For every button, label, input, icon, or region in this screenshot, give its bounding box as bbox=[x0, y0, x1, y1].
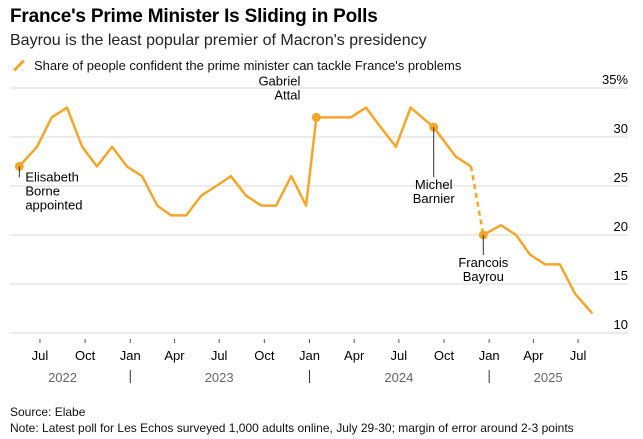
annotation-label: Borne bbox=[25, 183, 60, 198]
annotation-label: Francois bbox=[458, 255, 508, 270]
x-year-label: 2023 bbox=[205, 370, 234, 385]
chart-title: France's Prime Minister Is Sliding in Po… bbox=[10, 6, 378, 27]
source-note: Source: Elabe bbox=[10, 405, 86, 419]
x-year-label: 2025 bbox=[534, 370, 563, 385]
series-line bbox=[18, 106, 472, 217]
x-tick-label: Jan bbox=[299, 348, 320, 363]
legend: Share of people confident the prime mini… bbox=[10, 58, 461, 73]
annotation-label: appointed bbox=[25, 197, 82, 212]
x-tick-label: Oct bbox=[254, 348, 275, 363]
y-tick-label: 35% bbox=[602, 72, 628, 87]
x-tick-label: Apr bbox=[164, 348, 185, 363]
x-tick-label: Jul bbox=[211, 348, 228, 363]
x-tick-label: Apr bbox=[523, 348, 544, 363]
y-tick-label: 20 bbox=[614, 219, 628, 234]
x-year-label: 2024 bbox=[384, 370, 413, 385]
x-tick-label: Apr bbox=[344, 348, 365, 363]
series-line bbox=[482, 223, 594, 315]
y-tick-label: 25 bbox=[614, 170, 628, 185]
footer: Source: Elabe Note: Latest poll for Les … bbox=[10, 404, 574, 436]
annotation-label: Michel bbox=[415, 177, 453, 192]
y-tick-label: 15 bbox=[614, 268, 628, 283]
annotation-label: Gabriel bbox=[258, 73, 300, 88]
x-tick-label: Jul bbox=[32, 348, 49, 363]
x-year-label: 2022 bbox=[48, 370, 77, 385]
annotation-label: Attal bbox=[274, 87, 300, 102]
x-tick-label: Jan bbox=[120, 348, 141, 363]
legend-label: Share of people confident the prime mini… bbox=[34, 58, 462, 73]
annotation-label: Barnier bbox=[413, 191, 456, 206]
y-tick-label: 30 bbox=[614, 121, 628, 136]
chart-subtitle: Bayrou is the least popular premier of M… bbox=[10, 32, 427, 49]
annotation-label: Elisabeth bbox=[25, 169, 78, 184]
x-tick-label: Oct bbox=[75, 348, 96, 363]
x-tick-label: Jul bbox=[570, 348, 587, 363]
y-tick-label: 10 bbox=[614, 317, 628, 332]
annotation-label: Bayrou bbox=[463, 269, 504, 284]
line-chart: 35% 30 25 20 15 10 Jul Oct Jan Apr Jul Oct Jan Apr Jul… bbox=[10, 72, 628, 385]
methodology-note: Note: Latest poll for Les Echos surveyed… bbox=[10, 421, 574, 435]
x-tick-label: Jul bbox=[391, 348, 408, 363]
annotation-marker bbox=[311, 112, 321, 122]
x-tick-label: Jan bbox=[479, 348, 500, 363]
series-line-dashed bbox=[469, 166, 485, 236]
x-tick-label: Oct bbox=[434, 348, 455, 363]
